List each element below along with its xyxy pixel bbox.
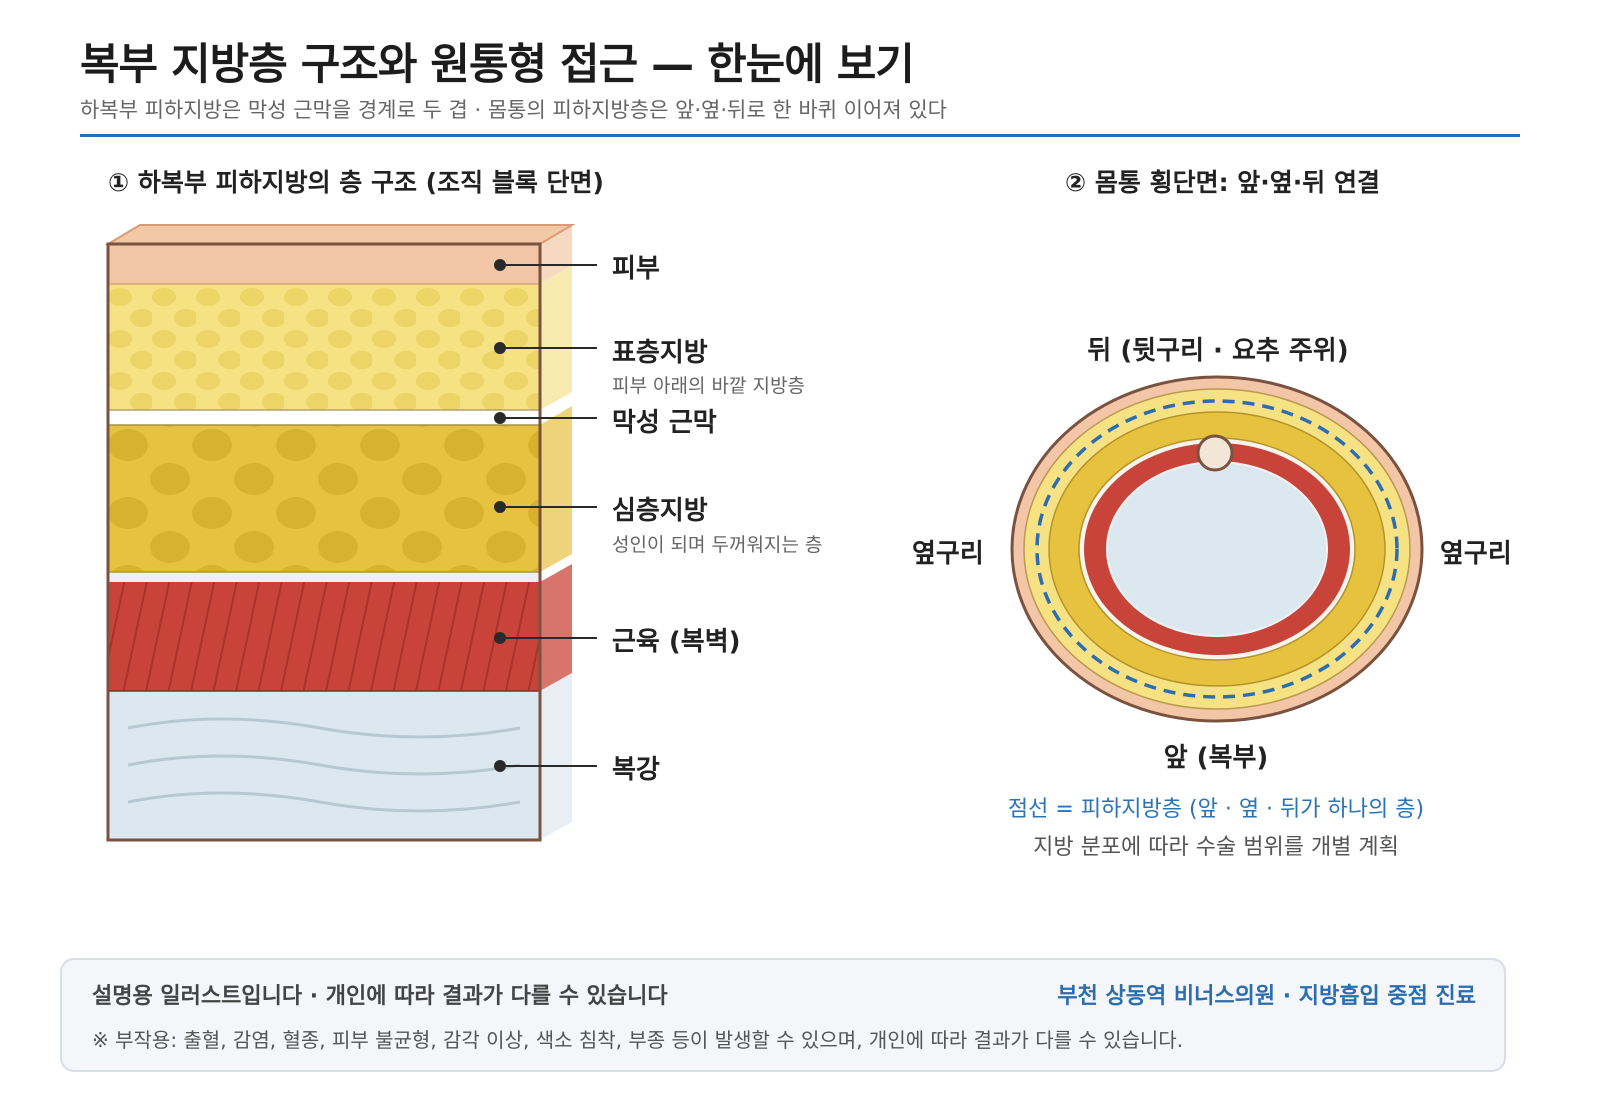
tissue-block-diagram — [104, 224, 597, 842]
layer-gap — [108, 572, 540, 582]
layer-membranous-fascia — [108, 410, 540, 425]
side-superficial-fat — [540, 265, 572, 410]
ring-cavity — [1106, 461, 1328, 637]
label-deep-fat: 심층지방 — [612, 496, 708, 526]
footer-disclaimer: 설명용 일러스트입니다 · 개인에 따라 결과가 다를 수 있습니다 — [92, 984, 668, 1009]
side-muscle — [540, 564, 572, 691]
label-right-flank: 옆구리 — [1440, 539, 1512, 569]
section-title-layers: ① 하복부 피하지방의 층 구조 (조직 블록 단면) — [108, 168, 604, 197]
page-title: 복부 지방층 구조와 원통형 접근 — 한눈에 보기 — [80, 40, 915, 90]
side-cavity — [540, 673, 572, 840]
footer-panel: 설명용 일러스트입니다 · 개인에 따라 결과가 다를 수 있습니다 부천 상동… — [60, 958, 1506, 1072]
label-muscle: 근육 (복벽) — [612, 627, 741, 657]
desc-deep-fat: 성인이 되며 두꺼워지는 층 — [612, 534, 823, 556]
label-skin: 피부 — [612, 254, 660, 284]
block-outline — [106, 242, 542, 842]
desc-superficial-fat: 피부 아래의 바깥 지방층 — [612, 375, 805, 397]
label-membranous-fascia: 막성 근막 — [612, 408, 717, 438]
subcutaneous-fat-dashed-line — [1035, 399, 1399, 699]
label-superficial-fat: 표층지방 — [612, 338, 708, 368]
side-deep-fat — [540, 406, 572, 572]
footer-clinic: 부천 상동역 비너스의원 · 지방흡입 중점 진료 — [1057, 984, 1476, 1009]
page-subtitle: 하복부 피하지방은 막성 근막을 경계로 두 겹 · 몸통의 피하지방층은 앞·… — [80, 98, 947, 122]
layer-skin — [108, 244, 540, 284]
label-back: 뒤 (뒷구리 · 요추 주위) — [1087, 336, 1349, 366]
spine-marker — [1196, 434, 1234, 472]
label-abdominal-cavity: 복강 — [612, 755, 660, 785]
planning-note: 지방 분포에 따라 수술 범위를 개별 계획 — [1033, 835, 1399, 860]
label-left-flank: 옆구리 — [912, 539, 984, 569]
block-top-face — [104, 224, 576, 245]
header-divider — [80, 134, 1520, 137]
torso-cross-section-diagram — [1010, 375, 1424, 723]
label-front: 앞 (복부) — [1163, 743, 1269, 773]
section-title-cross-section: ② 몸통 횡단면: 앞·옆·뒤 연결 — [1065, 168, 1380, 197]
footer-side-effects-note: ※ 부작용: 출혈, 감염, 혈종, 피부 불균형, 감각 이상, 색소 침착,… — [92, 1028, 1184, 1052]
dashed-line-legend: 점선 = 피하지방층 (앞 · 옆 · 뒤가 하나의 층) — [1007, 797, 1425, 822]
